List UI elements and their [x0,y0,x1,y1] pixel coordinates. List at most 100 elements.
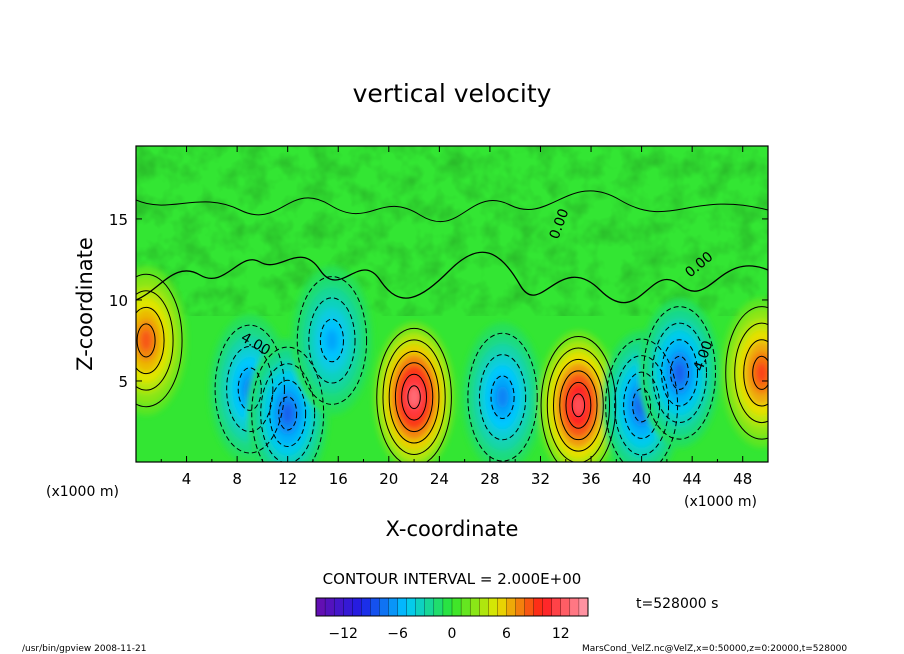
colorbar-swatch [515,597,525,617]
velocity-cell [639,298,720,448]
velocity-cell [462,322,543,462]
colorbar-swatch [352,597,362,617]
x-unit-left: (x1000 m) [46,484,119,500]
contour-ring [388,350,440,444]
velocity-cell [537,330,619,462]
x-tick-label: 48 [733,470,752,488]
contour-ring [382,339,446,456]
x-axis: 4 8 12 16 20 24 28 32 36 40 44 48 [160,146,752,488]
x-tick-label: 20 [379,470,398,488]
colorbar-swatch [324,597,335,617]
x-tick-label: 28 [480,470,499,488]
zero-contour-line [136,251,768,304]
plot-frame [135,145,769,463]
contour-ring [136,273,183,408]
x-tick-label: 40 [632,470,651,488]
y-tick-label: 10 [109,292,128,310]
x-tick-label: 4 [182,470,192,488]
contour-ring [136,306,165,375]
contour-ring [407,385,421,410]
contour-ring [251,346,325,462]
contour-ring [546,347,611,462]
contour-ring [467,332,538,462]
colorbar: −12 −6 0 6 12 [315,597,589,642]
contour-ring [553,358,604,452]
colorbar-swatch [542,597,553,617]
contour-ring [540,335,617,462]
colorbar-swatch [488,597,498,617]
colorbar-frame [315,597,589,617]
contour-ring [136,323,156,358]
y-tick-label: 5 [118,373,128,391]
contour-ring [278,396,298,431]
footer-right: MarsCond_VelZ.nc@VelZ,x=0:50000,z=0:2000… [582,644,847,654]
cell-level [496,386,509,408]
colorbar-swatch [424,597,435,617]
contour-ring [632,388,652,423]
colorbar-swatch [315,597,326,617]
contour-ring [237,367,262,411]
colorbar-swatch [361,597,371,617]
colorbar-tick-label: 6 [502,626,511,642]
upper-contour-line [136,190,768,222]
contour-ring [652,322,707,424]
colorbar-tick-label: −6 [387,626,408,642]
colorbar-ticks: −12 −6 0 6 12 [328,626,569,642]
colorbar-tick-label: 12 [552,626,570,642]
colorbar-swatch [479,597,489,617]
contour-ring [308,297,356,384]
contour-ring [394,362,434,433]
colorbar-swatch [406,597,417,617]
cell-level [673,362,686,384]
x-axis-label: X-coordinate [386,517,519,541]
contour-ring [478,354,527,441]
contour-ring [752,355,768,390]
contour-ring [376,327,452,462]
contour-ring [643,306,716,440]
x-tick-label: 16 [329,470,348,488]
colorbar-swatch [379,597,389,617]
contour-ring [661,339,698,407]
contour-ring [734,322,768,424]
contour-ring [571,393,586,418]
upper-turbulence-texture [136,146,768,316]
x-tick-label: 24 [430,470,449,488]
contour-ring [743,339,768,407]
contour-ring [605,338,679,462]
chart-title: vertical velocity [353,79,552,108]
contour-interval-text: CONTOUR INTERVAL = 2.000E+00 [323,570,582,588]
colorbar-swatch [578,597,589,617]
colorbar-swatch [569,597,580,617]
y-axis: 5 10 15 [109,211,768,391]
x-tick-label: 44 [683,470,702,488]
cell-level [326,329,338,352]
y-axis-label: Z-coordinate [73,237,97,371]
contour-ring [319,318,344,363]
colorbar-swatch [560,597,571,617]
contour-ring [559,370,598,441]
plot-area [135,145,769,463]
colorbar-swatches [315,597,589,617]
contour-ring [401,373,428,421]
contour-ring [565,381,592,429]
velocity-cell [136,265,187,415]
colorbar-swatch [415,597,426,617]
colorbar-swatch [397,597,408,617]
x-tick-label: 12 [278,470,297,488]
colorbar-swatch [433,597,444,617]
colorbar-swatch [551,597,562,617]
velocity-cell [721,298,768,448]
contour-lines [136,273,768,462]
x-tick-label: 36 [581,470,600,488]
cell-level [281,402,294,425]
contour-ring [260,363,316,462]
x-tick-label: 8 [232,470,242,488]
colorbar-swatch [388,597,399,617]
footer-left: /usr/bin/gpview 2008-11-21 [22,644,146,654]
cell-level [408,386,420,408]
velocity-cell [291,265,373,416]
colorbar-tick-label: −12 [328,626,358,642]
colorbar-swatch [533,597,544,617]
contour-ring [490,375,515,419]
